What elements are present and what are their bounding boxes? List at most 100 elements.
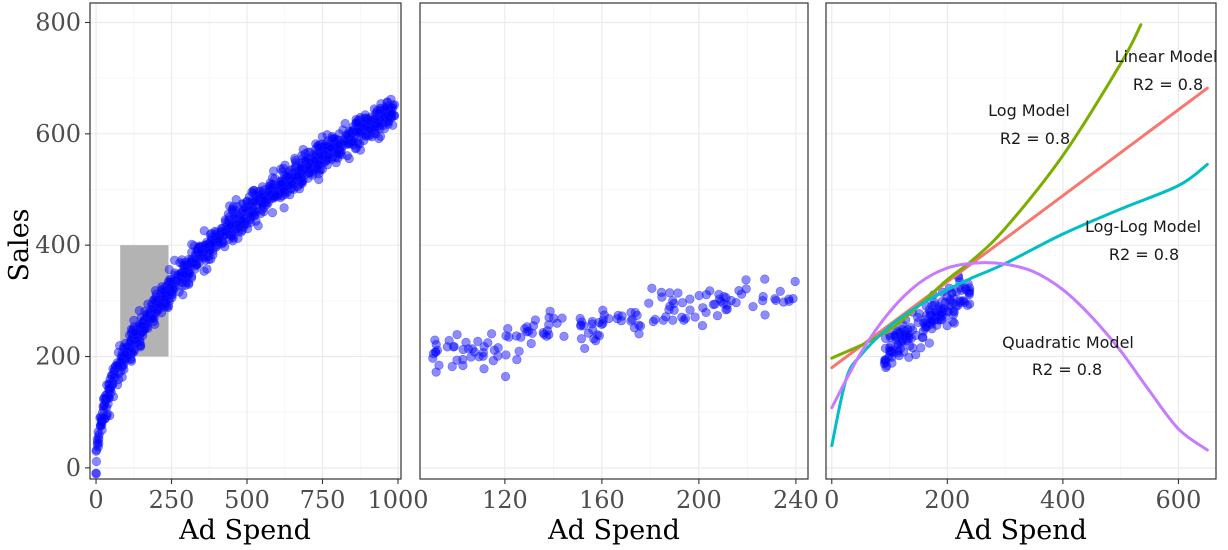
data-point	[184, 278, 194, 288]
left-grid	[90, 3, 401, 479]
model-curves	[830, 23, 1209, 452]
data-point	[617, 311, 627, 321]
data-point	[461, 337, 471, 347]
data-point	[478, 351, 488, 361]
data-point	[916, 343, 926, 353]
data-point	[434, 360, 444, 370]
quadratic-model-label: Quadratic Model	[1002, 333, 1134, 352]
data-point	[948, 317, 958, 327]
data-point	[690, 312, 700, 322]
data-point	[287, 179, 297, 189]
data-point	[321, 141, 331, 151]
data-point	[701, 307, 711, 318]
data-point	[242, 197, 252, 207]
data-point	[156, 308, 167, 318]
data-point	[712, 311, 723, 321]
x-tick-label: 0	[824, 486, 839, 514]
data-point	[784, 296, 794, 306]
data-point	[449, 342, 459, 352]
data-point	[233, 219, 243, 229]
data-point	[918, 326, 928, 336]
data-point	[375, 106, 385, 116]
middle-panel: 120 160 200 240 Ad Spend	[419, 2, 819, 546]
data-point	[257, 200, 267, 211]
data-point	[269, 166, 279, 176]
data-point	[296, 160, 306, 170]
data-point	[469, 347, 480, 357]
data-point	[114, 368, 124, 379]
data-point	[911, 349, 921, 360]
data-point	[208, 250, 218, 260]
data-point	[323, 154, 333, 164]
y-axis-ticks: 0 200 400 600 800	[35, 8, 90, 482]
data-point	[771, 295, 781, 306]
data-point	[267, 208, 278, 218]
data-point	[380, 102, 390, 112]
data-point	[113, 360, 123, 370]
data-point	[308, 168, 318, 178]
data-point	[125, 337, 135, 348]
quadratic-model-r2: R2 = 0.8	[1032, 360, 1102, 379]
data-point	[514, 346, 524, 356]
data-point	[544, 330, 554, 340]
data-point	[352, 118, 363, 128]
data-point	[210, 226, 220, 236]
data-point	[648, 316, 658, 327]
data-point	[388, 100, 398, 110]
data-point	[452, 329, 462, 340]
data-point	[190, 254, 200, 265]
data-point	[538, 327, 548, 338]
data-point	[309, 149, 320, 159]
data-point	[104, 379, 114, 389]
data-point	[158, 285, 168, 296]
data-point	[169, 255, 180, 265]
y-tick-label: 200	[35, 343, 81, 371]
data-point	[924, 338, 934, 348]
data-point	[924, 305, 934, 315]
data-point	[685, 305, 695, 315]
y-tick-label: 600	[35, 120, 81, 148]
model-annotations: Linear Model R2 = 0.8 Log Model R2 = 0.8…	[988, 47, 1217, 379]
data-point	[353, 126, 364, 136]
data-point	[248, 209, 259, 219]
data-point	[760, 274, 770, 284]
data-point	[326, 143, 336, 153]
data-point	[926, 316, 936, 326]
data-point	[150, 319, 160, 329]
data-point	[657, 292, 667, 302]
data-point	[500, 371, 511, 382]
data-point	[523, 326, 534, 336]
data-point	[431, 367, 441, 377]
middle-scatter-points	[428, 274, 800, 382]
data-point	[722, 304, 732, 314]
log-log-model-label: Log-Log Model	[1085, 217, 1201, 236]
left-x-axis-ticks: 0 250 500 750 1000	[88, 479, 429, 514]
data-point	[656, 287, 666, 297]
data-point	[93, 427, 103, 437]
data-point	[949, 318, 959, 328]
data-point	[882, 361, 892, 371]
data-point	[329, 133, 340, 144]
data-point	[175, 277, 185, 287]
data-point	[383, 117, 394, 127]
data-point	[665, 288, 675, 298]
data-point	[731, 297, 741, 308]
data-point	[246, 217, 256, 227]
data-point	[351, 126, 361, 137]
right-x-axis-title: Ad Spend	[954, 515, 1087, 546]
log-log-modelcurve	[830, 162, 1209, 448]
data-point	[177, 255, 187, 265]
data-point	[374, 133, 384, 144]
data-point	[576, 320, 586, 330]
left-scatter-points	[91, 94, 400, 479]
data-point	[914, 309, 924, 319]
data-point	[312, 163, 322, 173]
data-point	[892, 335, 902, 345]
data-point	[98, 401, 108, 411]
data-point	[255, 208, 266, 219]
data-point	[179, 269, 189, 280]
linear-model-r2: R2 = 0.8	[1133, 75, 1203, 94]
data-point	[150, 285, 161, 296]
data-point	[91, 468, 101, 478]
data-point	[644, 298, 654, 308]
